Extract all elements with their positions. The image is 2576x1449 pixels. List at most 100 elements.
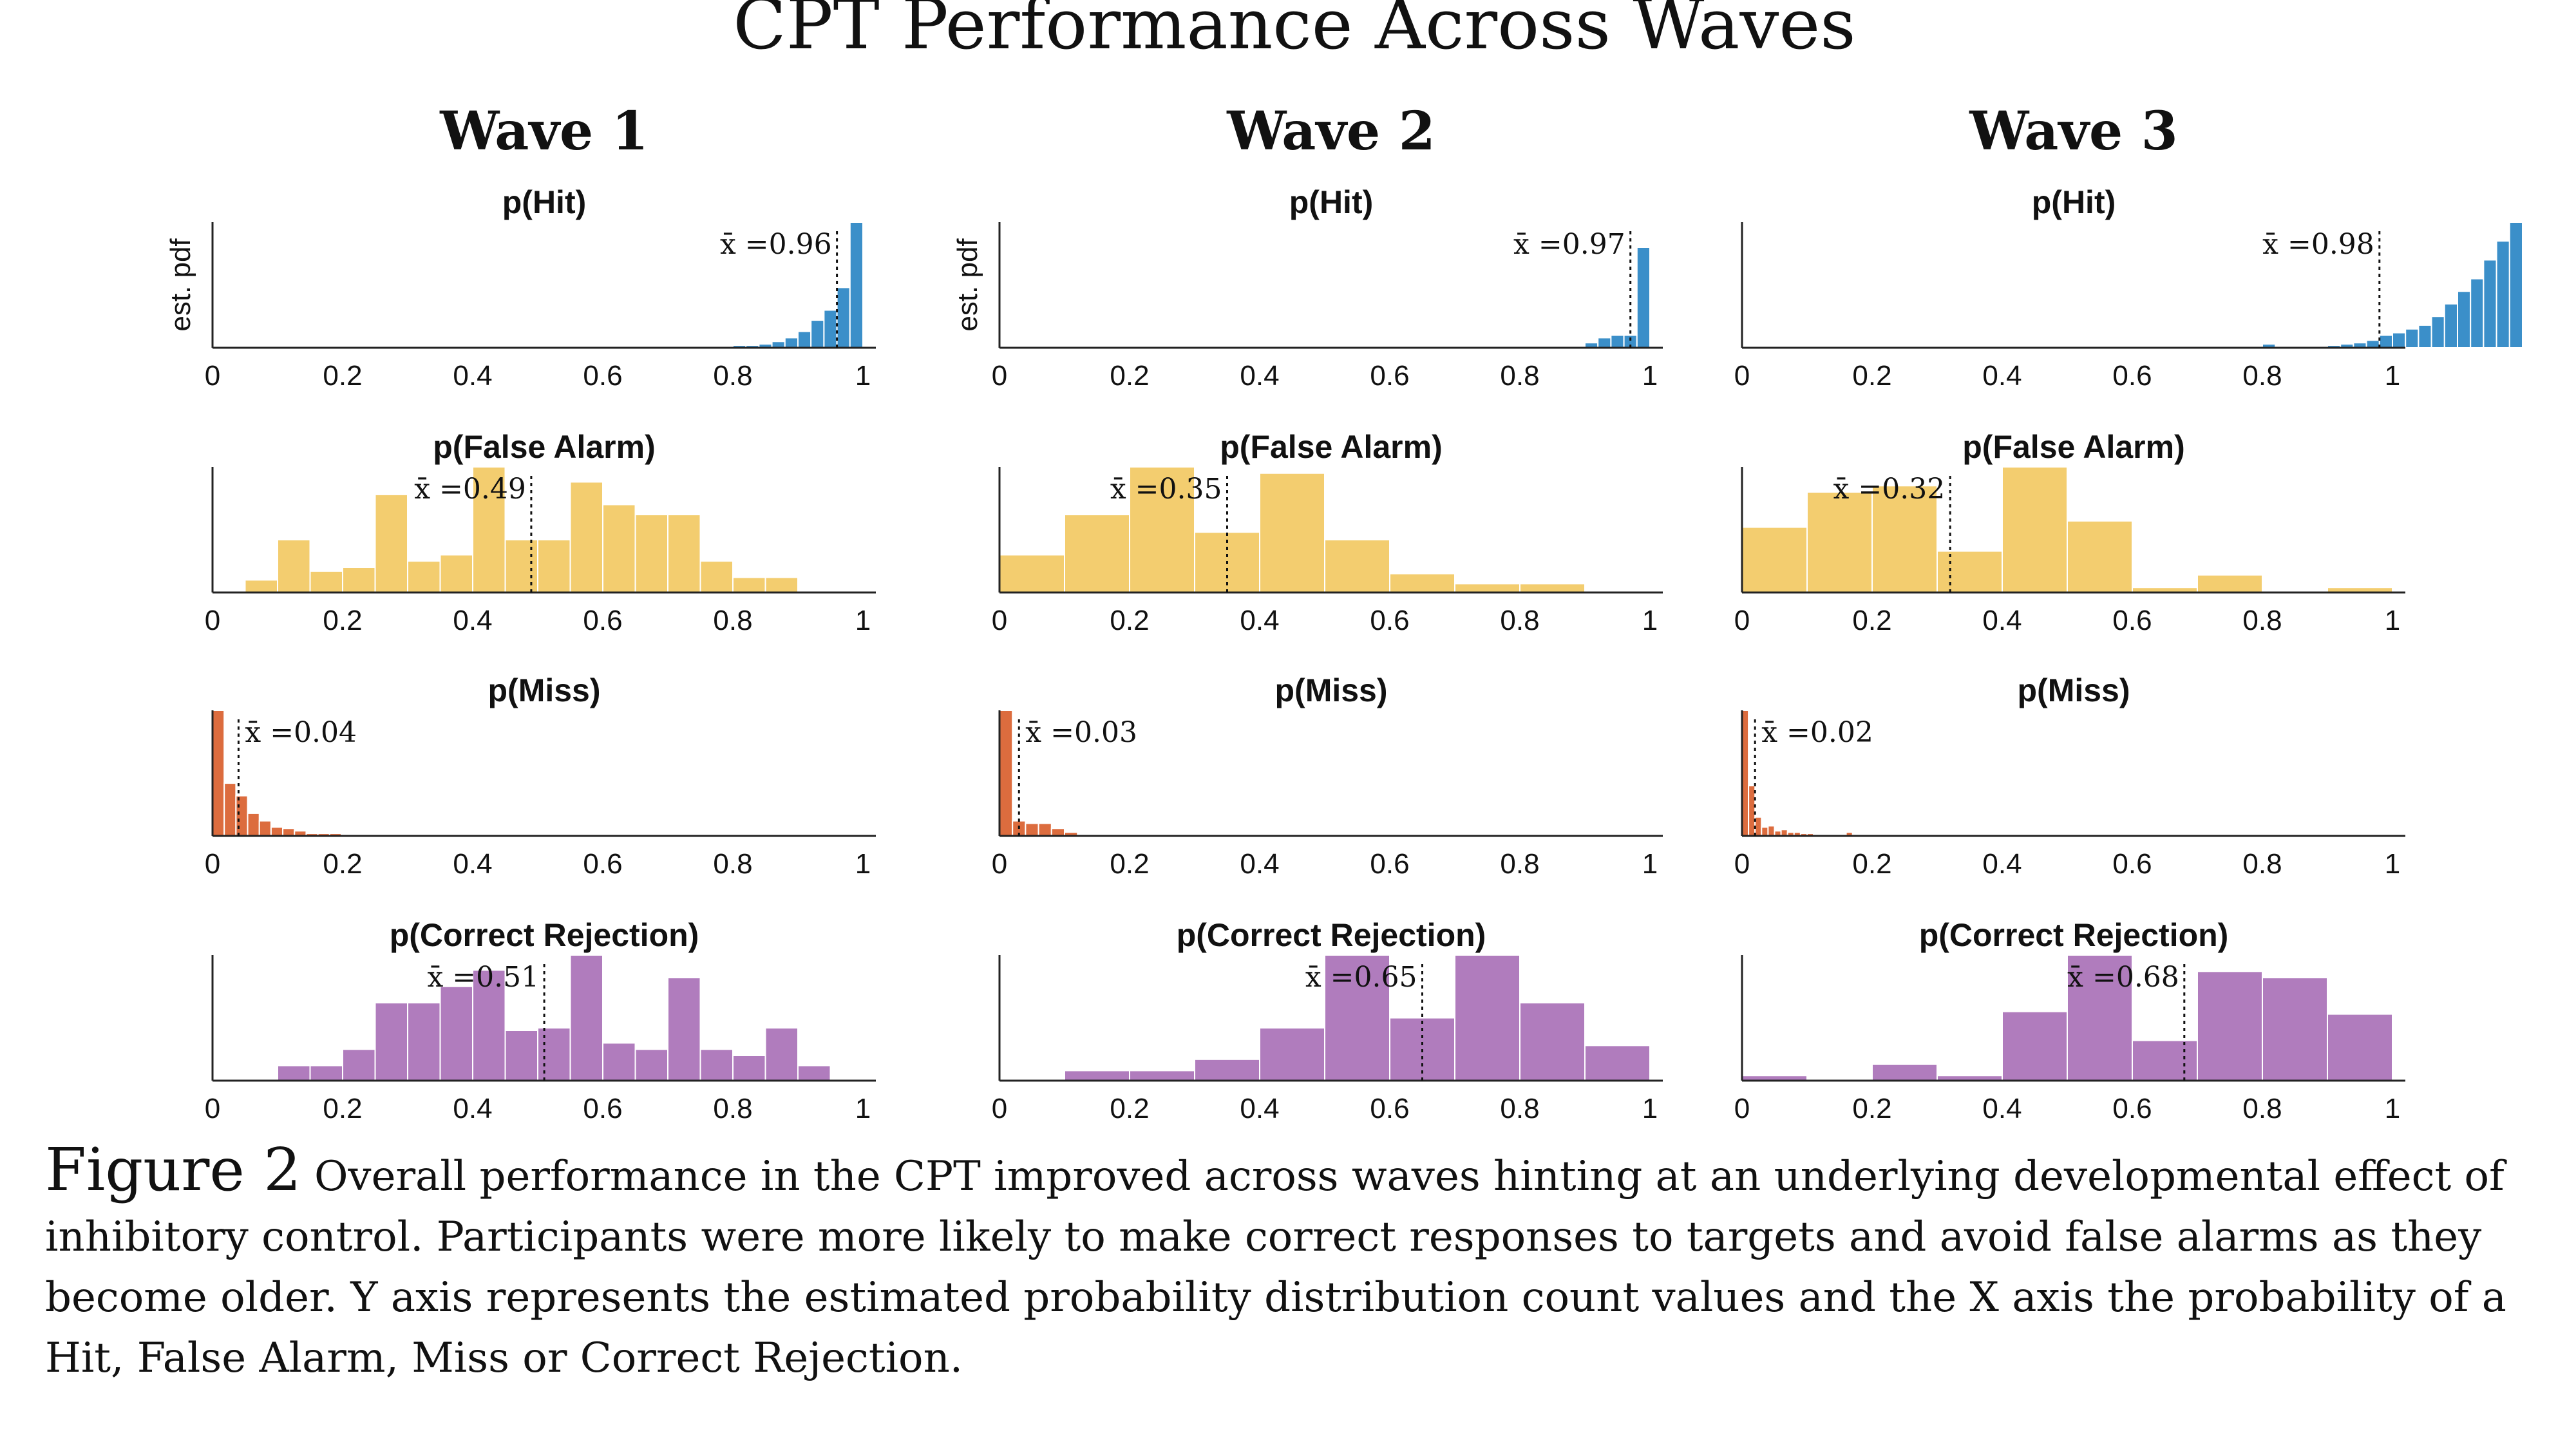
histogram-bar [472,969,506,1082]
x-tick-label: 0 [205,1093,220,1124]
histogram-bar [2378,334,2394,348]
panel-title: p(Correct Rejection) [1919,917,2229,953]
y-axis-label: est. pdf [165,238,196,332]
histogram-bar [277,1065,311,1081]
panels-group: Wave 1 Wave 2 Wave 3 0 0.2 0.4 0.6 0.8 1 p(Hit) x̄… [165,100,2524,1124]
histogram-bar [537,1027,571,1081]
histogram-bar [1064,1070,1130,1082]
x-tick-label: 1 [1642,360,1658,392]
panel-1-2: 0 0.2 0.4 0.6 0.8 1 p(Hit) x̄ =0.97 est. pdf [952,184,1663,392]
histogram-bar [342,567,376,593]
histogram-bar [1871,1063,1938,1082]
histogram-bar [797,1065,831,1081]
histogram-bar [1454,583,1520,593]
panel-3-2: 0 0.2 0.4 0.6 0.8 1 p(Miss) x̄ =0.03 [992,672,1663,880]
x-tick-label: 0 [992,360,1007,392]
histogram-bar [2327,1013,2393,1082]
histogram-bar [2508,222,2524,348]
mean-label: x̄ =0.35 [1110,473,1222,506]
histogram-bar [569,954,603,1081]
x-tick-label: 1 [2385,1093,2400,1124]
x-tick-label: 0 [205,848,220,880]
histogram-bar [2262,977,2328,1081]
histogram-bar [1129,466,1195,593]
histogram-bar [247,812,260,837]
mean-label: x̄ =0.68 [2067,961,2179,994]
histogram-bar [235,795,249,837]
x-tick-label: 0.2 [1110,848,1149,880]
mean-label: x̄ =0.03 [1025,716,1137,749]
x-tick-label: 0.6 [2112,605,2152,636]
histogram-bar [764,576,799,593]
x-tick-label: 0.8 [2242,848,2282,880]
histogram-bar [602,1042,636,1081]
histogram-bar [634,1048,668,1081]
histogram-bar [2418,324,2432,348]
histogram-bar [634,514,668,593]
histogram-bar [1519,1002,1586,1081]
histogram-bar [1597,337,1612,349]
histogram-bar [309,570,343,593]
histogram-bar [2430,316,2445,348]
histogram-bar [2483,259,2497,348]
histogram-bar [1937,550,2003,594]
x-tick-label: 0.6 [1370,605,1409,636]
histogram-bar [2443,303,2459,348]
histogram-bar [1389,573,1455,593]
histogram-bar [1064,514,1130,593]
histogram-bar [2405,328,2420,348]
panel-4-2: 0 0.2 0.4 0.6 0.8 1 p(Correct Rejection) x̄ =0.… [992,917,1663,1124]
histogram-bar [1194,1058,1260,1081]
histogram-bar [999,710,1014,837]
histogram-bar [1748,785,1756,837]
histogram-bar [1754,816,1763,837]
histogram-bar [2067,520,2133,593]
x-tick-label: 0 [1734,605,1750,636]
histogram-bar [374,493,408,594]
histogram-bar [2496,240,2510,348]
panel-title: p(False Alarm) [1962,429,2184,465]
panel-title: p(Hit) [1289,184,1374,220]
histogram-bar [309,1065,343,1081]
histogram-bar [810,319,825,349]
histogram-bar [1584,1045,1651,1082]
x-tick-label: 0.4 [1982,605,2022,636]
histogram-bar [2365,339,2380,348]
x-tick-label: 1 [2385,360,2400,392]
panel-2-3: 0 0.2 0.4 0.6 0.8 1 p(False Alarm) x̄ =0.32 [1734,429,2405,636]
x-tick-label: 0.8 [713,360,752,392]
x-tick-label: 0 [1734,360,1750,392]
panel-title: p(False Alarm) [433,429,655,465]
histogram-bar [2002,1010,2068,1081]
histogram-bar [1129,1070,1195,1082]
x-tick-label: 0.8 [2242,360,2282,392]
figure-title: CPT Performance Across Waves [733,0,1855,65]
x-tick-label: 0 [205,605,220,636]
panel-2-1: 0 0.2 0.4 0.6 0.8 1 p(False Alarm) x̄ =0.49 [205,429,876,636]
mean-label: x̄ =0.98 [2262,228,2374,261]
histogram-bar [342,1048,376,1081]
x-tick-label: 0 [992,605,1007,636]
histogram-bar [1324,539,1390,593]
histogram-bar [1636,247,1651,348]
histogram-bar [2457,290,2472,348]
mean-label: x̄ =0.04 [245,716,357,749]
x-tick-label: 1 [1642,848,1658,880]
wave-title-2: Wave 2 [1226,100,1435,162]
histogram-bar [1806,491,1873,593]
histogram-bar [1037,822,1052,837]
histogram-bar [277,539,311,593]
histogram-bar [1519,583,1586,593]
x-tick-label: 0.6 [2112,848,2152,880]
x-tick-label: 0.8 [2242,1093,2282,1124]
histogram-bar [244,579,278,593]
x-tick-label: 0.4 [453,360,492,392]
panel-title: p(Hit) [2032,184,2116,220]
x-tick-label: 0.6 [583,1093,622,1124]
histogram-bar [1761,826,1769,837]
x-tick-label: 1 [855,360,871,392]
histogram-bar [223,782,237,837]
figure-label: Figure 2 [45,1135,301,1204]
x-tick-label: 0.2 [323,360,362,392]
